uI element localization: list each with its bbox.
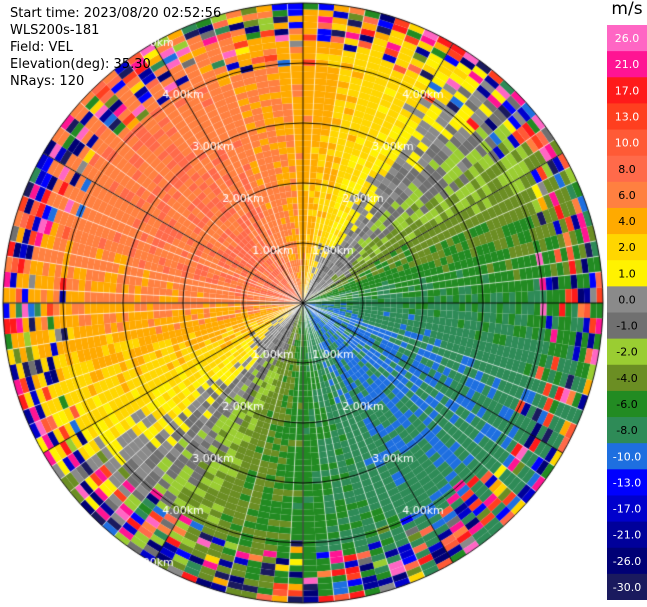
colorbar-tick-label: -1.0 [616,320,637,333]
colorbar-tick-label: 17.0 [615,84,640,97]
colorbar-tick-label: -13.0 [613,476,641,489]
colorbar-segment [607,77,647,104]
colorbar-tick-label: -10.0 [613,450,641,463]
colorbar-tick-label: 8.0 [618,163,636,176]
colorbar-segment [607,547,647,575]
colorbar-tick-label: 26.0 [615,32,640,45]
field-label: Field: VEL [10,40,73,55]
colorbar-tick-label: 1.0 [618,267,636,280]
colorbar-tick-label: -6.0 [616,398,637,411]
colorbar-segment [607,417,647,444]
colorbar-segment [607,495,647,523]
colorbar-tick-label: -4.0 [616,372,637,385]
colorbar-segment [607,312,647,340]
colorbar-tick-label: -26.0 [613,555,641,568]
start-time-label: Start time: 2023/08/20 02:52:56 [10,6,222,21]
colorbar-segment [607,364,647,392]
nrays-label: NRays: 120 [10,74,85,89]
ppi-velocity-plot [0,0,607,607]
colorbar-segment [607,155,647,183]
colorbar-segment [607,129,647,157]
colorbar-tick-label: 4.0 [618,215,636,228]
colorbar-units: m/s [611,0,643,19]
colorbar-segment [607,181,647,209]
colorbar-segment [607,260,647,287]
colorbar-segment [607,573,647,600]
instrument-label: WLS200s-181 [10,23,100,38]
colorbar-segment [607,286,647,313]
colorbar-tick-label: 10.0 [615,137,640,150]
colorbar-tick-label: -30.0 [613,581,641,594]
colorbar-tick-label: 0.0 [618,293,636,306]
colorbar-segment [607,207,647,235]
colorbar-tick-label: 21.0 [615,58,640,71]
colorbar-tick-label: -21.0 [613,529,641,542]
colorbar-tick-label: -2.0 [616,346,637,359]
colorbar-tick-label: 13.0 [615,110,640,123]
colorbar-tick-label: 6.0 [618,189,636,202]
colorbar-segment [607,234,647,261]
colorbar-segment [607,51,647,78]
elevation-label: Elevation(deg): 35.30 [10,57,151,72]
colorbar-segment [607,443,647,470]
colorbar-tick-label: -8.0 [616,424,637,437]
colorbar-segment [607,521,647,549]
colorbar-segment [607,25,647,52]
colorbar-segment [607,103,647,131]
colorbar-segment [607,390,647,418]
colorbar: 26.0 21.0 17.0 13.0 10.0 8.0 6.0 4.0 2.0 1.0 0.0 -1… [607,25,647,600]
colorbar-tick-label: 2.0 [618,241,636,254]
colorbar-segment [607,338,647,366]
scan-info-panel: Start time: 2023/08/20 02:52:56 WLS200s-… [10,5,221,90]
colorbar-segment [607,469,647,496]
colorbar-tick-label: -17.0 [613,503,641,516]
